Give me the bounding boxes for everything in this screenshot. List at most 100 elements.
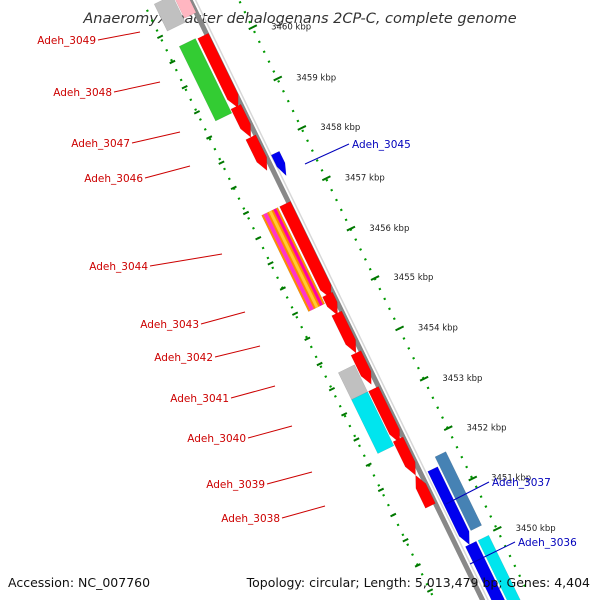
gene-label-Adeh_3048: Adeh_3048 — [53, 87, 112, 99]
gene-feature-18 — [434, 451, 483, 531]
kbp-label: 3451 kbp — [491, 474, 531, 484]
kbp-tick — [248, 24, 258, 31]
inner-minor-tick — [341, 412, 348, 417]
inner-minor-tick — [390, 512, 397, 518]
leader-line — [200, 311, 246, 325]
gene-feature-16 — [415, 474, 436, 509]
kbp-tick — [370, 275, 380, 281]
leader-line — [214, 345, 261, 358]
gene-features — [153, 0, 521, 600]
inner-minor-tick — [426, 588, 434, 593]
gene-label-Adeh_3043: Adeh_3043 — [140, 319, 199, 331]
gene-feature-5 — [245, 134, 268, 172]
label-leader-lines — [97, 31, 516, 565]
inner-dotted-line — [145, 9, 436, 600]
gene-feature-13 — [351, 391, 395, 454]
inner-minor-tick — [267, 261, 274, 266]
gene-feature-6 — [270, 150, 287, 177]
gene-label-Adeh_3039: Adeh_3039 — [206, 479, 265, 491]
kbp-tick — [346, 225, 356, 232]
leader-line — [469, 541, 516, 565]
gene-label-Adeh_3036: Adeh_3036 — [518, 537, 577, 549]
gene-feature-stripe-1 — [268, 210, 319, 309]
kbp-label: 3452 kbp — [467, 423, 507, 433]
gene-feature-9 — [322, 291, 338, 316]
leader-line — [281, 505, 326, 519]
inner-minor-tick — [218, 160, 225, 165]
kbp-label: 3457 kbp — [345, 173, 385, 183]
leader-line — [131, 131, 181, 144]
kbp-tick — [395, 325, 405, 332]
gene-feature-14 — [368, 386, 401, 444]
inner-minor-tick — [181, 84, 188, 90]
kbp-label: 3450 kbp — [516, 524, 556, 534]
gene-label-Adeh_3049: Adeh_3049 — [37, 35, 96, 47]
inner-minor-tick — [279, 286, 286, 291]
backbone-shadow — [194, 0, 489, 600]
inner-minor-tick — [402, 537, 409, 543]
leader-line — [149, 253, 223, 267]
inner-minor-tick — [304, 336, 311, 342]
kbp-ticks: 3460 kbp 3459 kbp 3458 kbp 3457 kbp 3456 kbp… — [156, 22, 556, 593]
leader-line — [247, 425, 293, 439]
gene-labels: Adeh_3049 Adeh_3048 Adeh_3047 Adeh_3046 Adeh… — [37, 35, 577, 549]
outer-dotted-line — [237, 0, 529, 593]
gene-feature-20 — [477, 534, 521, 600]
kbp-label: 3459 kbp — [296, 74, 336, 84]
leader-line — [113, 81, 161, 93]
kbp-label: 3460 kbp — [271, 22, 311, 32]
kbp-tick — [321, 175, 331, 182]
gene-feature-11 — [350, 350, 372, 385]
leader-line — [144, 165, 191, 179]
gene-feature-stripe-0 — [263, 212, 314, 311]
gene-feature-3 — [197, 32, 239, 109]
inner-minor-tick — [353, 437, 360, 442]
gene-feature-15 — [392, 436, 416, 476]
gene-feature-19 — [465, 540, 505, 600]
gene-feature-10 — [331, 310, 357, 354]
kbp-label: 3454 kbp — [418, 324, 458, 334]
kbp-tick — [492, 525, 502, 532]
gene-label-Adeh_3037: Adeh_3037 — [492, 477, 551, 489]
genome-summary-text: Topology: circular; Length: 5,013,479 bp… — [246, 575, 590, 590]
leader-line — [97, 31, 141, 41]
gene-feature-8 — [279, 201, 332, 299]
inner-minor-tick — [242, 210, 250, 216]
inner-minor-tick — [193, 110, 201, 115]
leader-line — [266, 471, 313, 485]
inner-minor-tick — [206, 135, 213, 140]
kbp-label: 3458 kbp — [320, 123, 360, 133]
gene-label-Adeh_3038: Adeh_3038 — [221, 513, 280, 525]
gene-feature-stripe-2 — [273, 208, 323, 306]
kbp-tick — [297, 125, 307, 131]
kbp-tick — [419, 375, 429, 382]
kbp-tick — [468, 475, 478, 482]
leader-line — [445, 481, 490, 505]
kbp-label: 3453 kbp — [442, 374, 482, 384]
gene-label-Adeh_3046: Adeh_3046 — [84, 173, 143, 185]
kbp-tick — [273, 75, 283, 82]
gene-label-Adeh_3045: Adeh_3045 — [352, 139, 411, 151]
gene-label-Adeh_3041: Adeh_3041 — [170, 393, 229, 405]
inner-minor-tick — [291, 311, 299, 316]
gene-label-Adeh_3042: Adeh_3042 — [154, 352, 213, 364]
gene-feature-17 — [427, 466, 470, 546]
gene-feature-0 — [153, 0, 186, 32]
inner-minor-tick — [365, 462, 372, 467]
inner-minor-tick — [156, 34, 164, 40]
gene-feature-4 — [230, 103, 252, 138]
inner-minor-tick — [230, 185, 237, 191]
gene-feature-2 — [178, 38, 233, 122]
inner-minor-tick — [377, 487, 385, 493]
leader-line — [230, 385, 276, 399]
gene-label-Adeh_3040: Adeh_3040 — [187, 433, 246, 445]
accession-text: Accession: NC_007760 — [8, 575, 150, 590]
kbp-label: 3456 kbp — [369, 224, 409, 234]
gene-label-Adeh_3047: Adeh_3047 — [71, 138, 130, 150]
inner-minor-tick — [255, 235, 262, 241]
gene-feature-1 — [175, 0, 197, 19]
kbp-tick — [443, 425, 453, 432]
inner-minor-tick — [414, 563, 421, 568]
gene-label-Adeh_3044: Adeh_3044 — [89, 261, 148, 273]
